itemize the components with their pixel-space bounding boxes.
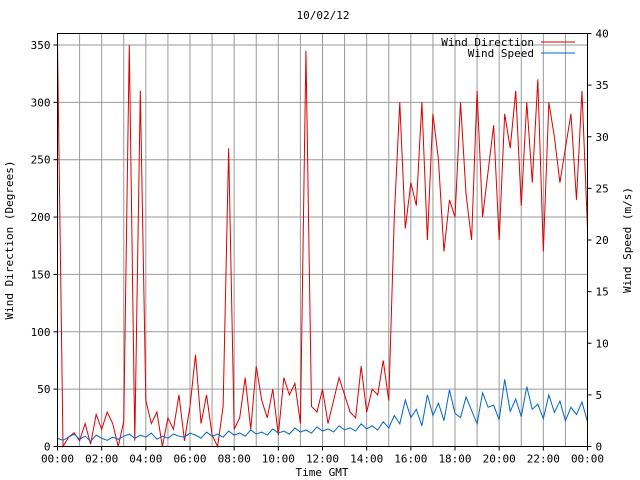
- x-tick-label: 10:00: [262, 453, 295, 466]
- x-tick-label: 08:00: [218, 453, 251, 466]
- x-axis-label: Time GMT: [296, 466, 349, 479]
- legend-label-wind-direction: Wind Direction: [441, 36, 534, 49]
- x-tick-label: 16:00: [394, 453, 427, 466]
- left-y-axis-label: Wind Direction (Degrees): [3, 161, 16, 320]
- left-y-tick-label: 100: [31, 326, 51, 339]
- legend-label-wind-speed: Wind Speed: [468, 47, 534, 60]
- x-tick-label: 02:00: [85, 453, 118, 466]
- right-y-tick-label: 5: [596, 389, 603, 402]
- x-tick-label: 20:00: [483, 453, 516, 466]
- x-tick-label: 14:00: [350, 453, 383, 466]
- left-y-tick-label: 150: [31, 268, 51, 281]
- left-y-axis: 0 50 100 150 200 250 300 350: [31, 39, 58, 454]
- grid: [57, 33, 588, 447]
- left-y-tick-label: 50: [37, 383, 50, 396]
- x-tick-label: 00:00: [571, 453, 604, 466]
- right-y-tick-label: 10: [596, 337, 609, 350]
- right-y-tick-label: 40: [596, 28, 609, 41]
- x-tick-label: 04:00: [129, 453, 162, 466]
- x-tick-label: 18:00: [438, 453, 471, 466]
- x-tick-label: 12:00: [306, 453, 339, 466]
- right-y-tick-label: 0: [596, 441, 603, 454]
- x-axis: 00:00 02:00 04:00 06:00 08:00 10:00 12:00 14:00…: [41, 446, 604, 466]
- left-y-tick-label: 300: [31, 96, 51, 109]
- right-y-tick-label: 30: [596, 131, 609, 144]
- right-y-axis: 0 5 10 15 20 25 30 35 40: [587, 28, 609, 454]
- x-tick-label: 22:00: [527, 453, 560, 466]
- left-y-tick-label: 0: [44, 441, 51, 454]
- chart-title: 10/02/12: [297, 9, 350, 22]
- right-y-tick-label: 35: [596, 79, 609, 92]
- right-y-tick-label: 20: [596, 234, 609, 247]
- x-tick-label: 06:00: [173, 453, 206, 466]
- right-y-tick-label: 15: [596, 286, 609, 299]
- left-y-tick-label: 350: [31, 39, 51, 52]
- right-y-tick-label: 25: [596, 182, 609, 195]
- legend: Wind Direction Wind Speed: [441, 36, 575, 60]
- right-y-axis-label: Wind Speed (m/s): [621, 187, 634, 293]
- x-tick-label: 00:00: [41, 453, 74, 466]
- left-y-tick-label: 200: [31, 211, 51, 224]
- left-y-tick-label: 250: [31, 154, 51, 167]
